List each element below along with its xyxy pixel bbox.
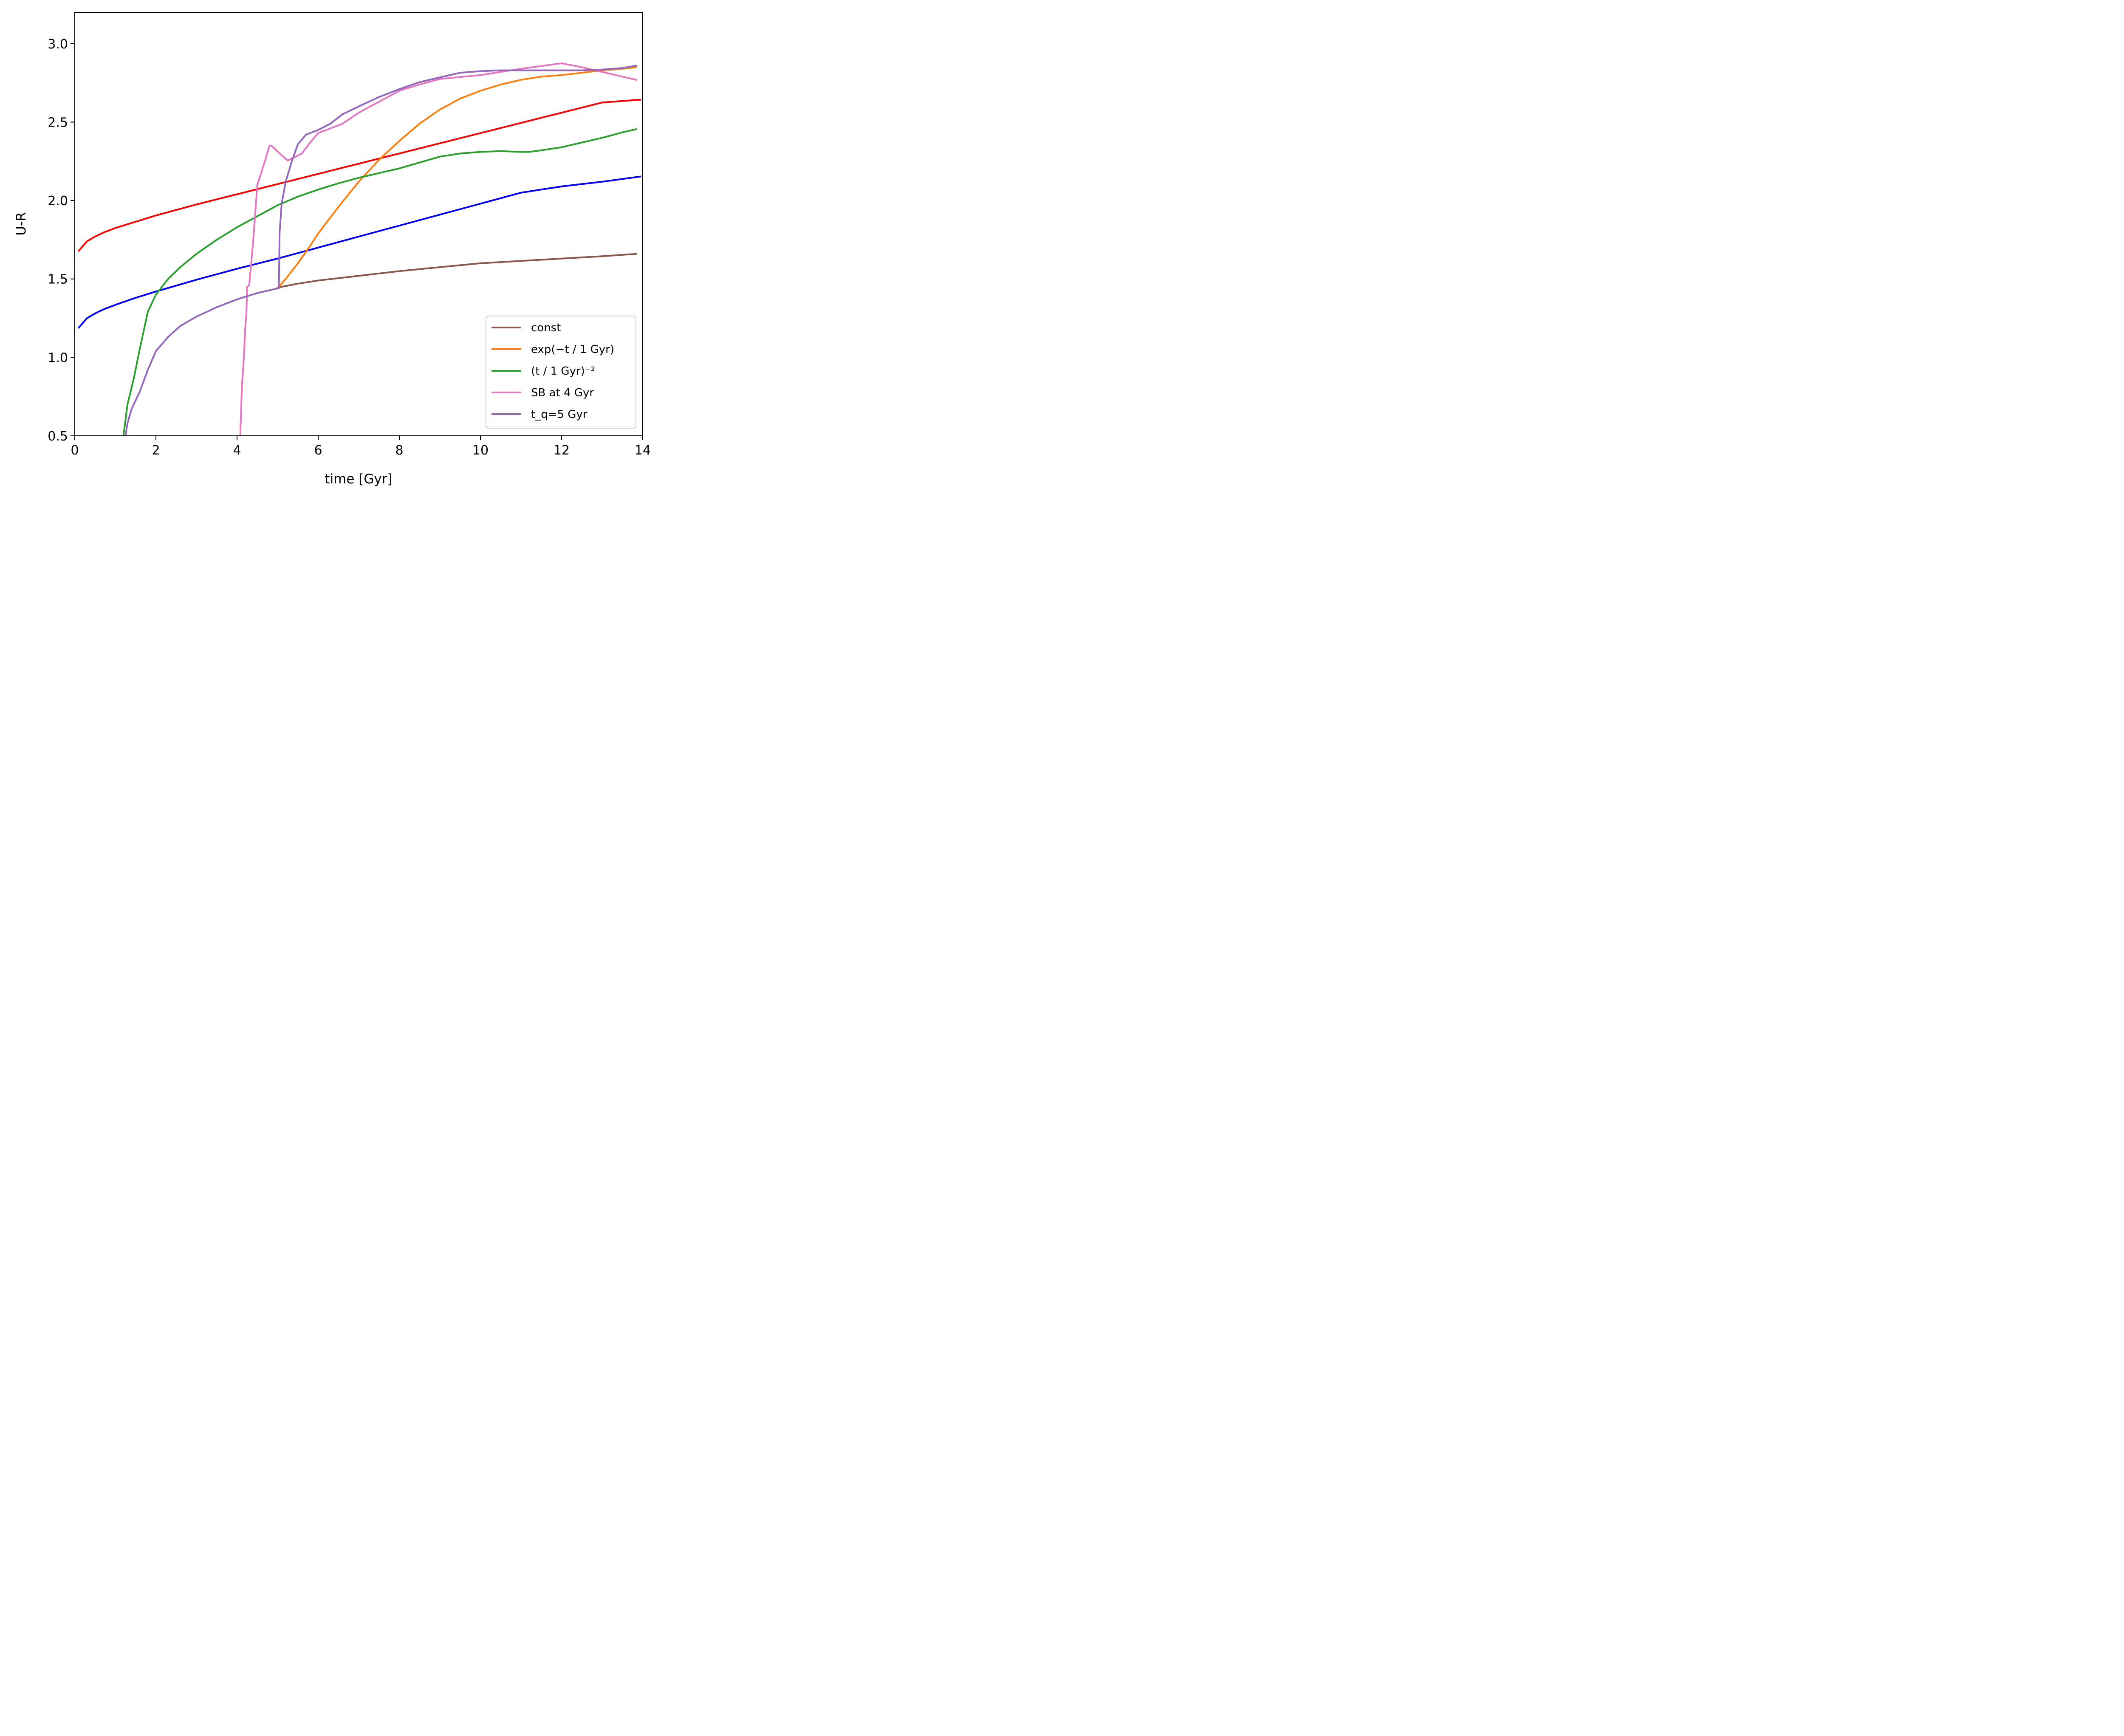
x-tick-label: 12 <box>554 443 570 458</box>
x-tick-label: 4 <box>233 443 241 458</box>
plot-frame <box>74 12 643 436</box>
series-line-1 <box>77 175 641 329</box>
legend-label: t_q=5 Gyr <box>531 408 587 421</box>
y-tick-label: 2.0 <box>48 194 68 209</box>
series-line-0 <box>77 99 641 252</box>
series-layer <box>77 62 641 436</box>
legend-label: (t / 1 Gyr)⁻² <box>531 365 595 378</box>
x-tick-label: 2 <box>152 443 160 458</box>
y-tick-label: 1.0 <box>48 350 68 365</box>
y-axis-ticks: 0.5 1.0 1.5 2.0 2.5 3.0 <box>48 37 75 444</box>
series-line-t-q-5-gyr <box>124 65 638 436</box>
y-tick-label: 1.5 <box>48 272 68 287</box>
series-line-t-1-gyr <box>122 128 638 436</box>
line-chart: 0 2 4 6 8 10 12 14 0.5 1.0 1.5 2.0 2.5 3.0 time [Gyr… <box>0 0 663 497</box>
x-tick-label: 14 <box>635 443 651 458</box>
x-tick-label: 10 <box>472 443 489 458</box>
legend: const exp(−t / 1 Gyr) (t / 1 Gyr)⁻² SB at 4… <box>486 316 636 429</box>
y-tick-label: 3.0 <box>48 37 68 52</box>
y-tick-label: 2.5 <box>48 115 68 130</box>
x-tick-label: 6 <box>314 443 322 458</box>
series-line-exp-t-1-gyr <box>277 66 637 289</box>
y-axis-label: U-R <box>14 212 29 235</box>
x-tick-label: 8 <box>395 443 403 458</box>
x-axis-label: time [Gyr] <box>325 471 392 487</box>
legend-label: const <box>531 322 561 334</box>
y-tick-label: 0.5 <box>48 429 68 444</box>
legend-box <box>486 316 636 429</box>
x-tick-label: 0 <box>71 443 79 458</box>
series-line-const <box>277 253 637 289</box>
legend-label: SB at 4 Gyr <box>531 387 594 399</box>
legend-label: exp(−t / 1 Gyr) <box>531 343 614 356</box>
x-axis-ticks: 0 2 4 6 8 10 12 14 <box>71 436 651 458</box>
